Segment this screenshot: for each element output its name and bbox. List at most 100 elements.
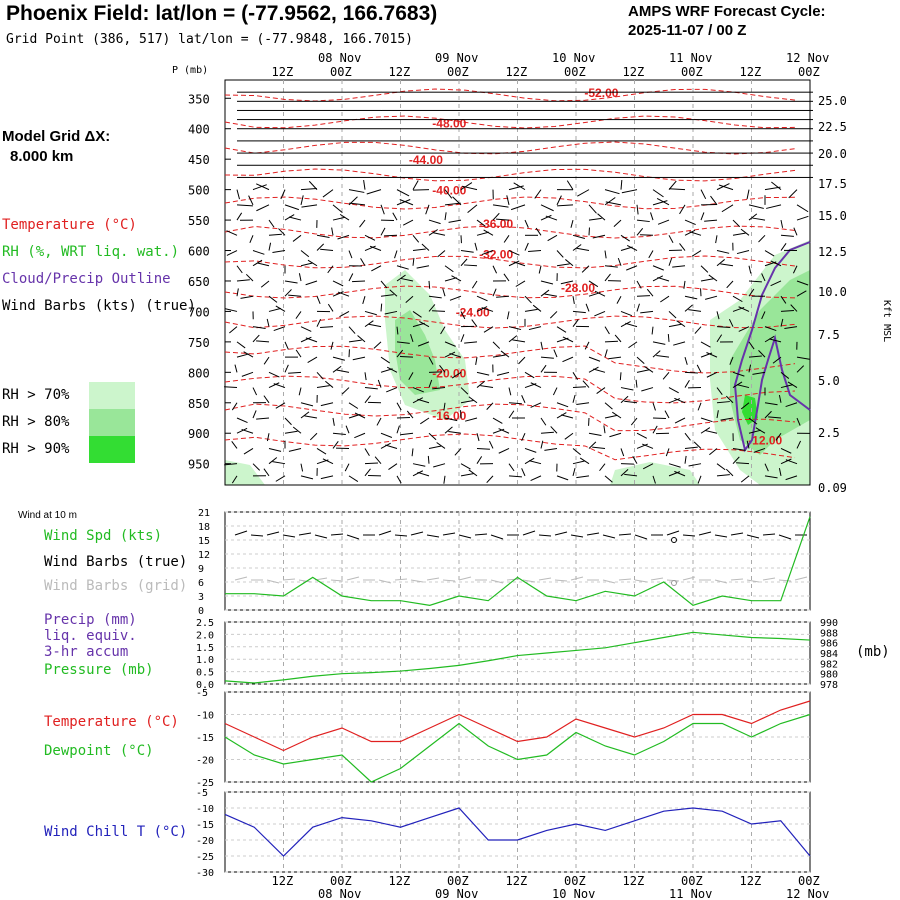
wind-barb-494: [648, 250, 654, 259]
wind10m-barb-grid-14: [458, 576, 472, 581]
wind-barb-699: [464, 341, 478, 344]
wind-barb-402: [332, 216, 346, 221]
wind-barb-555: [471, 280, 478, 289]
wind-barb-806: [460, 387, 469, 395]
wind-barb-501: [764, 250, 775, 257]
wind-barb-417: [570, 219, 574, 228]
wind-barb-741: [562, 356, 574, 363]
wind-barb-649: [252, 326, 266, 330]
wind-barb-593: [496, 295, 510, 298]
wind-barb-753: [758, 350, 766, 358]
wind-barb-952: [488, 440, 494, 449]
wind-barb-788: [748, 364, 752, 373]
wind-barb-633: [572, 310, 586, 314]
kft-axis-title: Kft MSL: [881, 300, 892, 342]
wind-barb-1003: [732, 456, 740, 465]
wind-barb-846: [521, 395, 526, 403]
wind-barb-763: [336, 369, 350, 373]
wind-barb-644: [738, 306, 750, 312]
wind-barb-1024: [486, 475, 494, 484]
wind10m-ytick-15: 15: [198, 536, 210, 547]
wind-barb-641: [688, 309, 702, 312]
wind-barb-705: [562, 336, 574, 343]
temp-label-3: -40.00: [432, 184, 466, 198]
wind-barb-336: [413, 189, 430, 191]
wind-barb-672: [620, 320, 631, 328]
wind-barb-791: [796, 365, 805, 373]
wind-barb-910: [396, 425, 400, 434]
wind-barb-691: [348, 339, 362, 343]
wind-barb-738: [518, 356, 526, 365]
wind-barb-485: [508, 250, 520, 256]
wind-barb-1004: [736, 462, 750, 465]
wind-barb-531: [668, 257, 673, 266]
wind-barb-353: [700, 189, 707, 200]
label-wind-barbs-grid: Wind Barbs (grid): [44, 578, 188, 594]
wind-barb-681: [764, 326, 777, 332]
wind-barb-999: [668, 463, 681, 468]
top-hour-5: 00Z: [564, 65, 586, 79]
wind-chill-line: [224, 807, 811, 857]
wind-barb-390: [710, 195, 718, 206]
wind-barb-570: [708, 274, 718, 282]
wind-barb-422: [650, 212, 654, 221]
wind-barb-510: [327, 265, 334, 274]
wind-barb-685: [252, 334, 260, 343]
wind-barb-464: [740, 228, 750, 236]
temp-label-10: -12.00: [748, 433, 782, 447]
p-label-850: 850: [188, 397, 210, 411]
wind-barb-343: [534, 189, 542, 199]
wind-barb-728: [352, 356, 366, 361]
p-label-700: 700: [188, 305, 210, 319]
wind-barb-1036: [674, 470, 686, 477]
top-hour-0: 12Z: [272, 65, 294, 79]
wind-barb-834: [320, 402, 334, 407]
wind-barb-716: [748, 341, 755, 350]
wind-barb-841: [443, 402, 446, 411]
wind-barb-946: [385, 444, 398, 449]
wind-barb-949: [436, 442, 446, 449]
label-pressure: Pressure (mb): [44, 662, 154, 678]
wind-barb-978: [322, 458, 334, 465]
wind-barb-345: [566, 180, 574, 190]
bottom-date-3: 11 Nov: [669, 887, 712, 900]
wind10m-barb-true-0: [234, 530, 248, 536]
wind-barb-606: [704, 295, 718, 300]
wind-barb-966: [709, 448, 718, 456]
wind-barb-840: [417, 398, 430, 404]
wind-barb-528: [617, 257, 622, 266]
wind-barb-493: [626, 244, 638, 251]
wind-barb-964: [684, 446, 698, 449]
precip-ytick-0: 0.0: [196, 680, 214, 691]
wind-barb-359: [788, 189, 798, 199]
grid-point-subtitle: Grid Point (386, 517) lat/lon = (-77.984…: [6, 32, 413, 47]
wind-barb-1039: [725, 468, 734, 477]
label-precip: Precip (mm): [44, 612, 137, 628]
p-label-450: 450: [188, 153, 210, 167]
wind-barb-786: [706, 371, 718, 378]
wind-barb-694: [396, 341, 410, 344]
wind-barb-623: [412, 311, 422, 318]
wind-barb-1020: [417, 471, 430, 477]
wind-barb-817: [635, 379, 638, 388]
wind-barb-678: [716, 326, 730, 328]
wind-barb-607: [732, 295, 743, 303]
wind-barb-415: [540, 214, 552, 221]
wind-barb-497: [691, 250, 702, 257]
wind-barb-541: [245, 273, 254, 282]
wind-barb-550: [396, 274, 406, 282]
wind-barb-667: [528, 326, 542, 331]
wind-barb-407: [402, 219, 414, 226]
wind-barb-568: [683, 280, 686, 289]
wind-barb-655: [348, 326, 356, 334]
wind10m-barb-true-10: [394, 534, 408, 537]
wind-barb-961: [636, 443, 648, 449]
wind-barb-600: [616, 295, 622, 304]
wind-barb-859: [725, 395, 734, 404]
wind-barb-702: [512, 339, 526, 343]
wind-barb-1007: [785, 459, 798, 465]
label-dewpoint: Dewpoint (°C): [44, 743, 154, 759]
wind-barb-442: [384, 234, 398, 237]
wind-barb-650: [266, 318, 270, 327]
